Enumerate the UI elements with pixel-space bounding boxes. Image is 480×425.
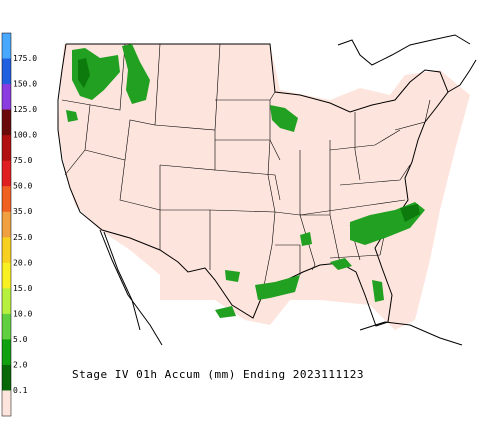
map-title: Stage IV 01h Accum (mm) Ending 202311112… <box>72 368 364 381</box>
legend-swatch <box>2 160 11 187</box>
legend-swatch <box>2 313 11 340</box>
legend-swatch <box>2 211 11 238</box>
legend-frame <box>1 32 12 417</box>
canada-coast <box>337 34 471 66</box>
legend: 175.0 150.0 125.0 100.0 75.0 50.0 35.0 25.0 20.0… <box>1 32 37 417</box>
legend-swatch <box>2 135 11 162</box>
cuba <box>359 321 463 346</box>
legend-swatch <box>2 186 11 213</box>
nova-scotia <box>447 59 477 93</box>
legend-label: 0.1 <box>13 386 28 395</box>
data-domain <box>58 44 470 330</box>
precip-area <box>300 232 312 246</box>
legend-label: 5.0 <box>13 335 28 344</box>
legend-swatch <box>2 288 11 315</box>
state-line <box>261 100 276 297</box>
state-line <box>299 199 406 216</box>
legend-swatch <box>2 339 11 366</box>
state-line <box>394 99 431 131</box>
state-line <box>329 140 341 264</box>
legend-swatch <box>2 364 11 391</box>
legend-label: 35.0 <box>13 207 32 216</box>
state-line <box>119 159 161 250</box>
legend-swatch <box>2 237 11 264</box>
legend-swatch <box>2 84 11 111</box>
state-line <box>61 43 126 111</box>
legend-label: 100.0 <box>13 131 37 140</box>
precip-area <box>66 110 78 122</box>
precip-area <box>372 280 384 302</box>
precip-area <box>400 204 420 222</box>
baja <box>103 231 141 331</box>
state-line <box>354 112 361 181</box>
state-line <box>339 164 411 186</box>
legend-swatch <box>2 58 11 85</box>
legend-swatch <box>2 109 11 136</box>
legend-swatch <box>2 33 11 60</box>
legend-label: 15.0 <box>13 284 32 293</box>
precip-area <box>215 306 236 318</box>
state-line <box>159 165 211 270</box>
state-line <box>275 244 301 275</box>
legend-label: 125.0 <box>13 105 37 114</box>
state-lines <box>61 43 431 297</box>
precip-areas <box>66 44 425 318</box>
precip-area <box>270 105 298 132</box>
state-line <box>329 129 401 151</box>
legend-swatch <box>2 262 11 289</box>
legend-label: 75.0 <box>13 156 32 165</box>
legend-swatch <box>2 390 11 417</box>
precip-area <box>225 270 240 282</box>
mexico-coast <box>99 229 163 346</box>
precip-area <box>255 275 300 300</box>
precip-area <box>122 44 150 104</box>
legend-label: 150.0 <box>13 80 37 89</box>
state-line <box>209 209 330 216</box>
legend-label: 175.0 <box>13 54 37 63</box>
state-line <box>329 231 386 259</box>
legend-label: 50.0 <box>13 182 32 191</box>
legend-label: 25.0 <box>13 233 32 242</box>
legend-label: 10.0 <box>13 309 32 318</box>
precip-area <box>78 58 90 88</box>
state-line <box>214 169 281 201</box>
precip-area <box>330 258 352 270</box>
legend-label: 2.0 <box>13 360 28 369</box>
legend-label: 20.0 <box>13 258 32 267</box>
state-line <box>84 43 161 161</box>
